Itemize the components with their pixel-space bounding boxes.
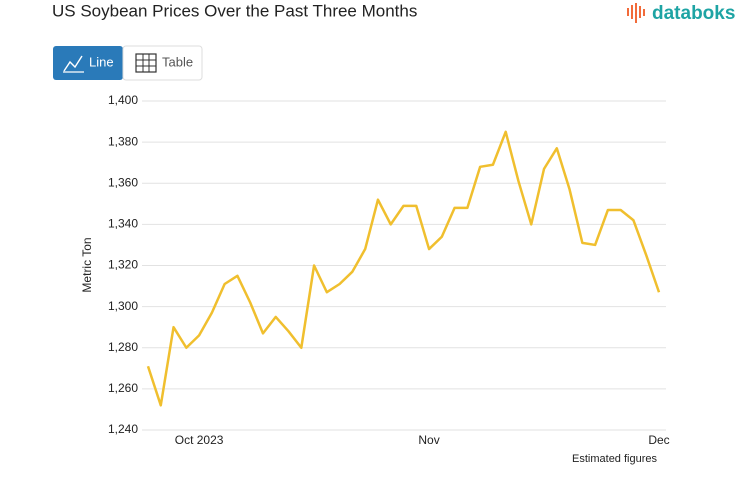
logo: databoks bbox=[627, 3, 735, 24]
x-tick-label: Dec bbox=[648, 433, 669, 447]
y-tick-label: 1,300 bbox=[108, 299, 138, 313]
y-tick-label: 1,280 bbox=[108, 340, 138, 354]
chart-title: US Soybean Prices Over the Past Three Mo… bbox=[52, 1, 417, 20]
x-tick-label: Nov bbox=[418, 433, 439, 447]
tab-table[interactable]: Table bbox=[122, 45, 203, 81]
x-tick-label: Oct 2023 bbox=[175, 433, 224, 447]
y-tick-label: 1,340 bbox=[108, 217, 138, 231]
y-axis-title: Metric Ton bbox=[80, 237, 94, 292]
y-tick-label: 1,320 bbox=[108, 258, 138, 272]
tab-label[interactable]: Table bbox=[162, 54, 193, 69]
note: Estimated figures bbox=[572, 453, 657, 465]
tab-line[interactable]: Line bbox=[53, 46, 123, 80]
y-tick-label: 1,380 bbox=[108, 134, 138, 148]
y-tick-label: 1,240 bbox=[108, 422, 138, 436]
tab-label[interactable]: Line bbox=[89, 54, 114, 69]
logo-text: databoks bbox=[652, 3, 735, 24]
y-tick-label: 1,260 bbox=[108, 381, 138, 395]
line bbox=[146, 130, 661, 407]
y-tick-label: 1,400 bbox=[108, 93, 138, 107]
y-tick-label: 1,360 bbox=[108, 175, 138, 189]
